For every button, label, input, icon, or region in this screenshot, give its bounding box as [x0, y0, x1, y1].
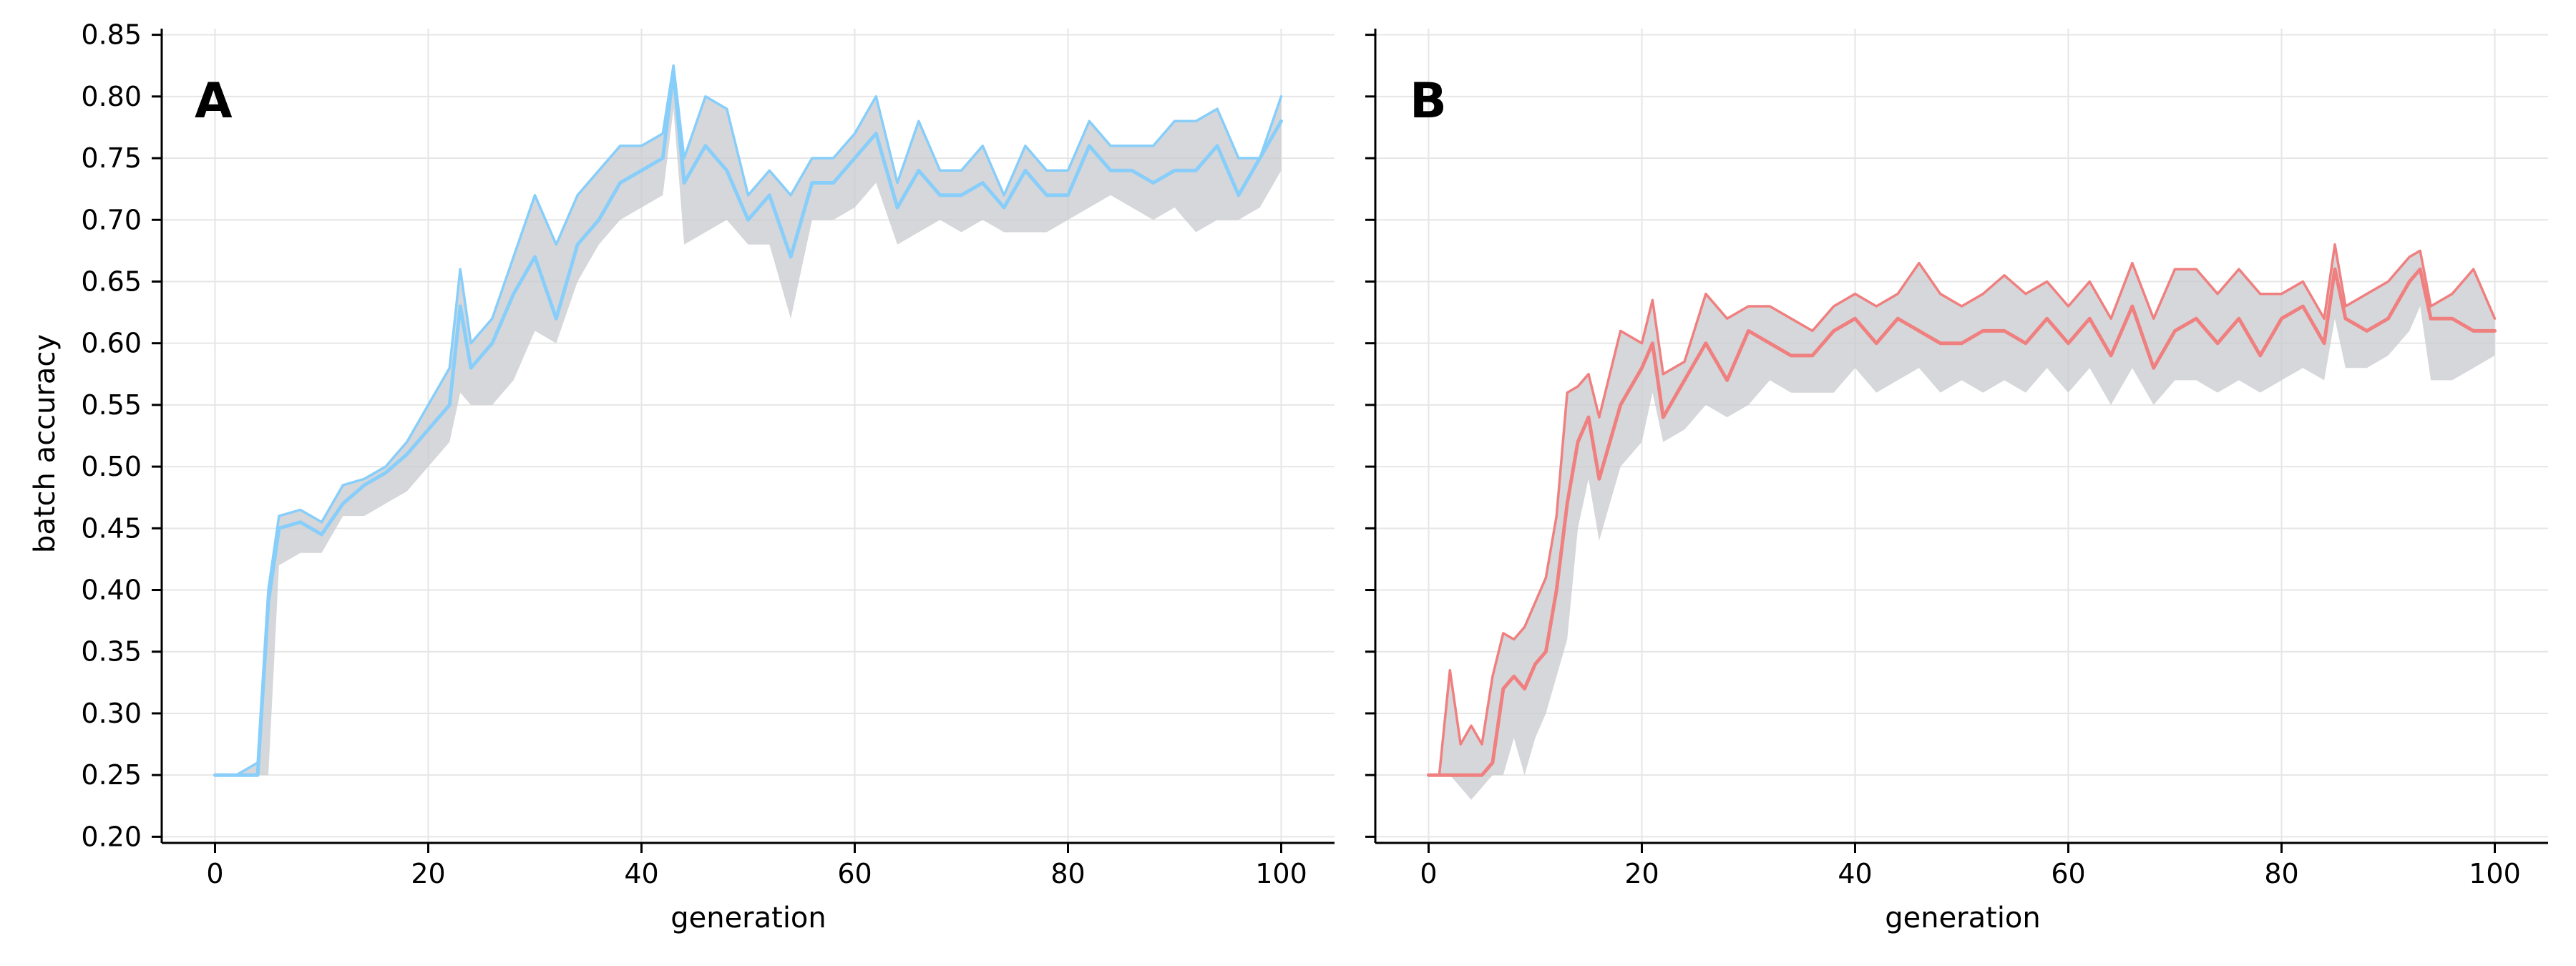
panel-a-ytick-label-0.25: 0.25 [81, 759, 142, 791]
panel-b-label: B [1410, 73, 1447, 130]
panel-a-ytick-label-0.40: 0.40 [81, 575, 142, 606]
panel-b-upper-line [1427, 243, 2497, 776]
panel-b-xtick-label-60: 60 [2051, 858, 2085, 889]
panel-a-xtick-label-80: 80 [1050, 858, 1085, 889]
panel-a-axes [160, 29, 1335, 844]
panel-a-ytick-label-0.65: 0.65 [81, 265, 142, 297]
panel-a-ytick-label-0.55: 0.55 [81, 389, 142, 421]
panel-a-xtick-label-20: 20 [411, 858, 445, 889]
panel-a-xtick-label-0: 0 [206, 858, 223, 889]
panel-a-ytick-label-0.45: 0.45 [81, 512, 142, 544]
panel-a-band-layer [215, 65, 1282, 776]
panel-b-xtick-label-40: 40 [1838, 858, 1872, 889]
panel-b-band-layer [1428, 244, 2495, 800]
panel-a-xtick-label-40: 40 [624, 858, 658, 889]
panel-b-xtick-label-20: 20 [1624, 858, 1659, 889]
panel-a-xtick-label-100: 100 [1255, 858, 1307, 889]
panel-a-mean-line [213, 69, 1283, 777]
panel-b-ticks: 0 20 40 60 80 100 [1365, 34, 2521, 889]
panel-a-xtick-label-60: 60 [837, 858, 872, 889]
panel-a-ticks: 0 20 40 60 80 100 0.20 0.25 0.30 0.35 0.40 0.45 0.50… [81, 19, 1307, 889]
panel-a-ylabel: batch accuracy [29, 334, 62, 553]
panel-a-ytick-label-0.35: 0.35 [81, 636, 142, 668]
panel-a-ytick-label-0.50: 0.50 [81, 451, 142, 482]
panel-a-ytick-label-0.85: 0.85 [81, 19, 142, 51]
panel-b-line-layer [1427, 243, 2497, 777]
panel-b-xtick-label-0: 0 [1420, 858, 1437, 889]
panel-a-ytick-label-0.70: 0.70 [81, 204, 142, 235]
panel-b-xlabel: generation [1885, 902, 2041, 935]
panel-a-label: A [195, 73, 233, 130]
panel-b: 0 20 40 60 80 100 B generation [1365, 29, 2548, 935]
panel-a-upper-line [213, 64, 1283, 776]
panel-b-xtick-label-80: 80 [2264, 858, 2298, 889]
panel-b-range-band [1428, 244, 2495, 800]
panel-a-range-band [215, 65, 1282, 776]
panel-a-ytick-label-0.60: 0.60 [81, 328, 142, 359]
panel-b-xtick-label-100: 100 [2469, 858, 2521, 889]
panel-a-xlabel: generation [670, 902, 826, 935]
panel-a-ytick-label-0.30: 0.30 [81, 698, 142, 729]
panel-a: 0 20 40 60 80 100 0.20 0.25 0.30 0.35 0.40 0.45 0.50… [29, 19, 1335, 935]
panel-a-ytick-label-0.80: 0.80 [81, 81, 142, 112]
panel-a-line-layer [213, 64, 1283, 777]
panel-b-axes [1374, 29, 2548, 844]
panel-a-ytick-label-0.75: 0.75 [81, 142, 142, 174]
panel-b-mean-line [1427, 267, 2497, 777]
panel-a-ytick-label-0.20: 0.20 [81, 821, 142, 852]
